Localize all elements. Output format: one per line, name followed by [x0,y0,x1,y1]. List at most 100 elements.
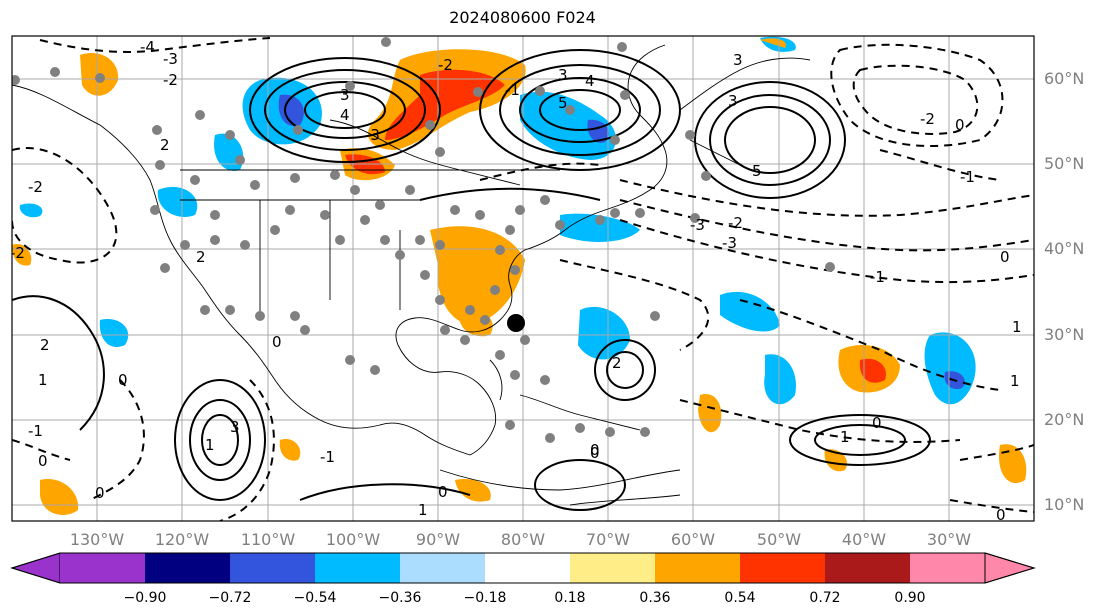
dashed-contours [12,37,1034,521]
colorbar-swatch [485,553,570,583]
colorbar-swatch [740,553,825,583]
solid-contours [12,49,931,511]
map-border [11,35,1035,522]
red-region [385,69,505,140]
contour-label: -2 [728,214,743,232]
orange-region [824,449,848,472]
colorbar-tick-label: −0.18 [464,590,507,606]
contour-label: 5 [752,162,762,180]
lon-label-30w: 30°W [927,530,971,549]
blue-region [19,203,43,218]
colorbar: −0.90 −0.72 −0.54 −0.36 −0.18 0.18 0.36 … [10,552,1036,606]
colorbar-swatch [315,553,400,583]
contour-label: 0 [38,452,48,470]
colorbar-high-extend [984,552,1036,584]
blue-region [764,354,796,405]
contour-label: 1 [1010,372,1020,390]
orange-region [999,444,1027,484]
contour-label: 0 [272,333,282,351]
graticule [12,36,1034,521]
contour-label: 1 [38,371,48,389]
longitude-labels: 130°W 120°W 110°W 100°W 90°W 80°W 70°W 6… [70,530,971,549]
contour-label: 0 [95,484,105,502]
blue-region [157,186,198,218]
lon-label-40w: 40°W [842,530,886,549]
colorbar-tick-label: 0.72 [809,590,840,606]
contour-label: 0 [996,506,1006,524]
contour-label: 0 [590,441,600,459]
contour-label: 1 [1012,318,1022,336]
contour-label: 2 [196,248,206,266]
colorbar-tick-label: −0.54 [294,590,337,606]
contour-label: 3 [728,92,738,110]
blue-region [278,94,304,126]
contour-label: 4 [585,72,595,90]
contour-label: 5 [558,94,568,112]
station-markers [12,37,835,443]
contour-label: 3 [230,418,240,436]
contour-label: -1 [960,168,975,186]
colorbar-tick-label: 0.18 [554,590,585,606]
contour-label: 1 [205,436,215,454]
contour-label: -2 [28,178,43,196]
colorbar-tick-label: −0.36 [379,590,422,606]
lon-label-70w: 70°W [586,530,630,549]
blue-region [720,291,780,332]
lon-label-80w: 80°W [501,530,545,549]
blue-region [520,91,617,160]
colorbar-outline [10,552,1036,584]
colorbar-tick-label: 0.90 [894,590,925,606]
lon-label-100w: 100°W [326,530,381,549]
colorbar-swatch [145,553,230,583]
colorbar-swatch [230,553,315,583]
contour-label: 1 [418,501,428,519]
lon-label-60w: 60°W [671,530,715,549]
orange-region [279,439,301,461]
blue-region [99,319,129,348]
contour-label: 0 [872,414,882,432]
lat-label-20n: 20°N [1044,410,1084,429]
contour-label: -3 [690,216,705,234]
contour-label: -2 [163,71,178,89]
colorbar-tick-label: 0.54 [724,590,755,606]
contour-label: -1 [505,81,520,99]
colorbar-swatch [825,553,910,583]
contour-label: -1 [320,448,335,466]
lat-label-10n: 10°N [1044,495,1084,514]
lat-label-60n: 60°N [1044,69,1084,88]
contour-label: -2 [10,244,25,262]
contour-label: 3 [733,51,743,69]
lon-label-90w: 90°W [416,530,460,549]
contour-label: 0 [590,444,600,462]
contour-label: 0 [955,116,965,134]
contour-label: 4 [340,106,350,124]
contour-label: 0 [118,371,128,389]
orange-region [40,479,79,515]
contour-label: 3 [558,66,568,84]
colorbar-tick-label: 0.36 [639,590,670,606]
colorbar-swatch [570,553,655,583]
lat-label-50n: 50°N [1044,154,1084,173]
contour-label: 0 [1000,248,1010,266]
contour-label: 3 [340,86,350,104]
lat-label-30n: 30°N [1044,325,1084,344]
contour-label: 2 [612,354,622,372]
orange-region [698,394,722,433]
contour-label: -3 [163,50,178,68]
colorbar-tick-label: −0.90 [124,590,167,606]
colorbar-swatch [400,553,485,583]
contour-label: -2 [920,110,935,128]
contour-label: -2 [438,56,453,74]
lon-label-50w: 50°W [757,530,801,549]
contour-label: -3 [722,234,737,252]
contour-label: -4 [140,38,155,56]
contour-label: -3 [365,126,380,144]
contour-label: -1 [28,422,43,440]
contour-labels: -4 -3 -2 3 4 3 4 5 3 3 5 -2 -3 -2 0 -1 -… [10,38,1022,524]
contour-label: 2 [40,336,50,354]
lon-label-110w: 110°W [241,530,296,549]
colorbar-swatch [910,553,985,583]
contour-label: -1 [870,268,885,286]
map-title: 2024080600 F024 [449,8,596,27]
